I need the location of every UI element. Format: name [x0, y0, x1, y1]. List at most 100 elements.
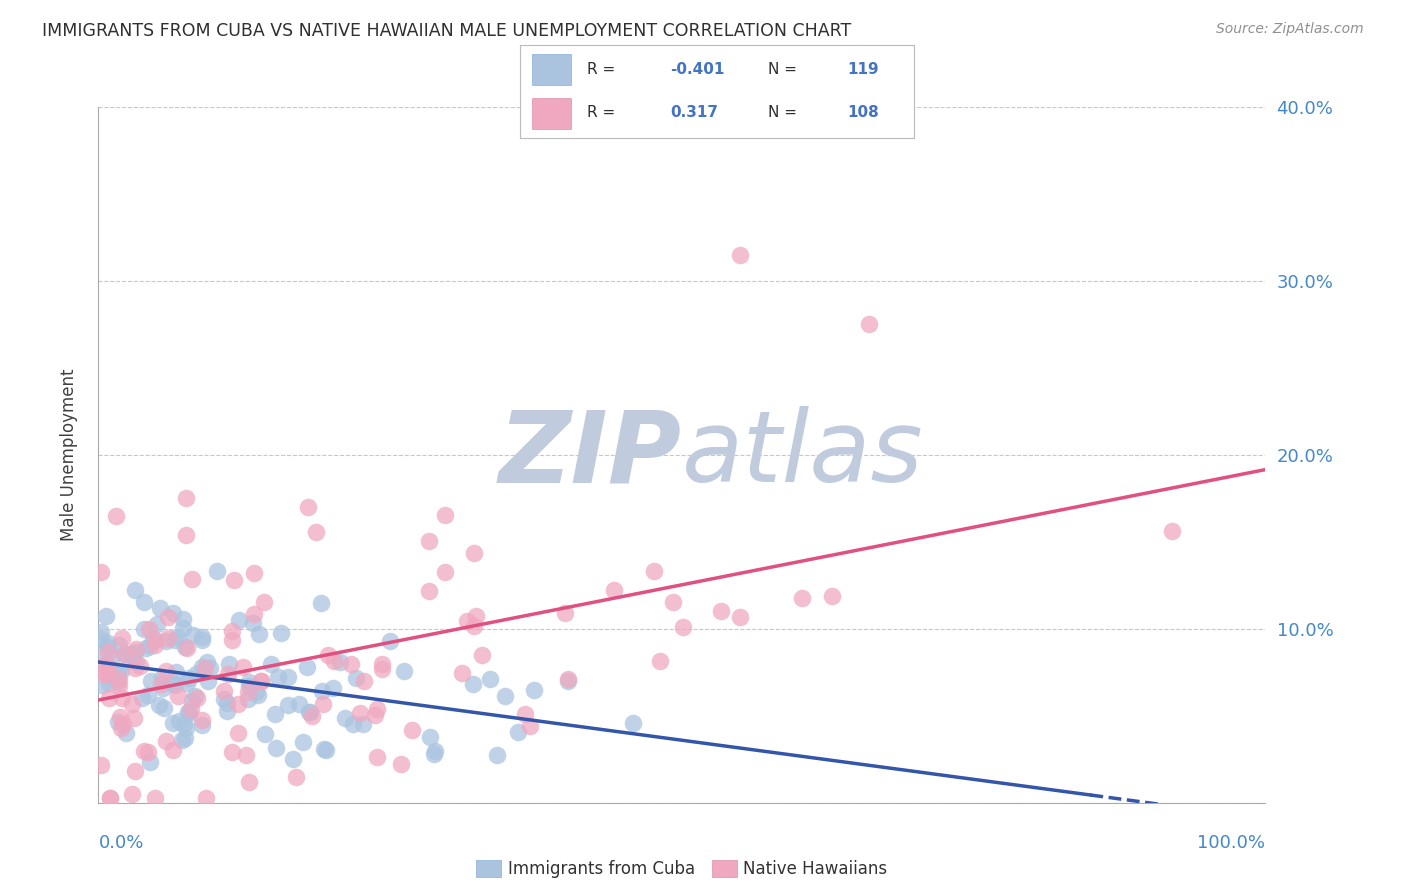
Text: Source: ZipAtlas.com: Source: ZipAtlas.com	[1216, 22, 1364, 37]
Text: -0.401: -0.401	[669, 62, 724, 78]
Point	[104, 508, 127, 523]
Point	[143, 790, 166, 805]
Point	[247, 627, 270, 641]
Text: 108: 108	[846, 104, 879, 120]
Point	[264, 707, 287, 722]
Point	[115, 726, 138, 740]
Point	[177, 705, 200, 719]
Text: ZIP: ZIP	[499, 407, 682, 503]
Point	[433, 508, 456, 523]
Point	[177, 672, 200, 686]
Text: N =: N =	[768, 62, 797, 78]
Point	[245, 685, 267, 699]
Point	[266, 741, 288, 756]
Point	[112, 647, 135, 661]
Point	[108, 672, 131, 686]
Point	[316, 648, 339, 662]
Point	[167, 714, 190, 729]
Point	[124, 582, 146, 597]
Point	[198, 661, 221, 675]
Point	[221, 745, 243, 759]
Point	[139, 639, 162, 653]
Point	[463, 546, 485, 560]
Point	[298, 705, 321, 719]
Point	[1161, 524, 1184, 538]
Point	[125, 641, 148, 656]
Point	[523, 682, 546, 697]
Point	[557, 673, 579, 687]
Point	[93, 666, 115, 681]
Point	[150, 671, 173, 685]
Point	[465, 609, 488, 624]
Point	[195, 655, 218, 669]
Point	[97, 645, 120, 659]
Point	[163, 678, 186, 692]
Point	[162, 676, 184, 690]
Point	[238, 692, 260, 706]
Point	[281, 752, 304, 766]
Text: 119: 119	[846, 62, 879, 78]
Point	[197, 673, 219, 688]
Point	[238, 675, 260, 690]
Point	[463, 676, 485, 690]
Point	[172, 621, 194, 635]
Point	[110, 721, 132, 735]
Point	[107, 675, 129, 690]
Point	[108, 638, 131, 652]
Point	[152, 700, 174, 714]
Point	[284, 770, 307, 784]
Point	[138, 745, 160, 759]
Point	[145, 638, 167, 652]
Point	[221, 632, 243, 647]
Point	[90, 565, 112, 579]
Point	[314, 742, 336, 756]
Point	[451, 666, 474, 681]
Point	[107, 714, 129, 729]
Point	[139, 755, 162, 769]
Point	[162, 743, 184, 757]
Point	[662, 595, 685, 609]
Point	[215, 696, 238, 710]
Point	[246, 689, 269, 703]
Point	[194, 660, 217, 674]
Point	[90, 758, 112, 772]
Point	[238, 774, 260, 789]
Point	[111, 690, 134, 705]
Point	[96, 666, 118, 681]
Point	[238, 679, 260, 693]
Point	[292, 735, 315, 749]
Point	[121, 649, 143, 664]
Point	[235, 747, 257, 762]
Point	[174, 722, 197, 736]
Point	[301, 709, 323, 723]
Point	[165, 632, 187, 647]
Point	[180, 694, 202, 708]
Point	[228, 614, 250, 628]
Point	[858, 318, 880, 332]
Point	[710, 604, 733, 618]
Point	[124, 764, 146, 778]
Point	[557, 674, 579, 689]
Point	[173, 717, 195, 731]
Point	[155, 733, 177, 747]
Point	[226, 697, 249, 711]
Point	[485, 747, 508, 762]
Point	[90, 624, 112, 639]
Point	[242, 616, 264, 631]
Point	[297, 500, 319, 514]
Point	[218, 657, 240, 671]
Point	[366, 749, 388, 764]
Point	[299, 705, 322, 719]
Point	[456, 614, 478, 628]
Point	[366, 702, 388, 716]
Point	[217, 666, 239, 681]
Point	[243, 607, 266, 622]
Point	[207, 564, 229, 578]
Point	[98, 790, 121, 805]
Point	[353, 673, 375, 688]
Point	[174, 731, 197, 745]
Point	[191, 632, 214, 647]
Point	[134, 744, 156, 758]
Point	[253, 595, 276, 609]
Point	[287, 697, 309, 711]
